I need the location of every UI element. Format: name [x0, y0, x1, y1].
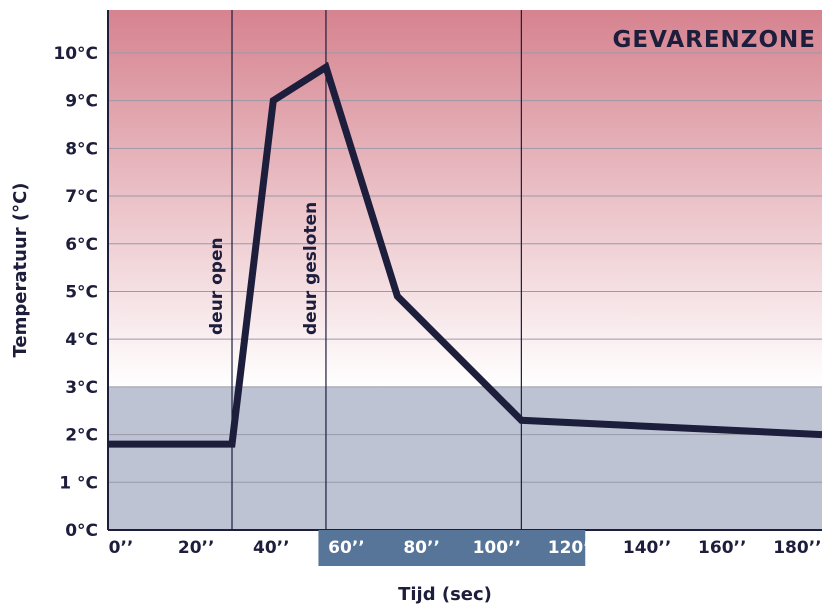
x-axis-title: Tijd (sec) [398, 584, 492, 604]
x-tick-label: 140’’ [623, 538, 671, 558]
event-marker-label: deur gesloten [301, 202, 321, 335]
x-tick-label: 0’’ [109, 538, 134, 558]
x-tick-label: 80’’ [403, 538, 440, 558]
x-axis-highlight [318, 530, 586, 566]
y-axis-title: Temperatuur (°C) [10, 182, 31, 357]
danger-zone-label: GEVARENZONE [613, 27, 817, 53]
safe-zone [108, 386, 822, 530]
x-tick-label: 100’’ [473, 538, 521, 558]
danger-zone [108, 10, 822, 387]
y-tick-label: 7°C [65, 187, 98, 207]
x-tick-label: 40’’ [253, 538, 290, 558]
y-tick-label: 6°C [65, 235, 98, 255]
y-tick-label: 9°C [65, 92, 98, 112]
y-tick-label: 2°C [65, 426, 98, 446]
x-tick-label: 180’’ [773, 538, 821, 558]
x-tick-label: 20’’ [178, 538, 215, 558]
y-tick-label: 3°C [65, 378, 98, 398]
temperature-line [108, 61, 822, 448]
x-tick-label: 120’’ [548, 538, 596, 558]
y-tick-label: 10°C [53, 44, 98, 64]
y-tick-label: 0°C [65, 521, 98, 541]
x-tick-label: 60’’ [328, 538, 365, 558]
y-tick-label: 8°C [65, 139, 98, 159]
event-marker-label: deur open [207, 237, 227, 335]
y-tick-label: 4°C [65, 330, 98, 350]
y-tick-label: 1 °C [59, 473, 98, 493]
y-tick-label: 5°C [65, 282, 98, 302]
x-tick-label: 160’’ [698, 538, 746, 558]
